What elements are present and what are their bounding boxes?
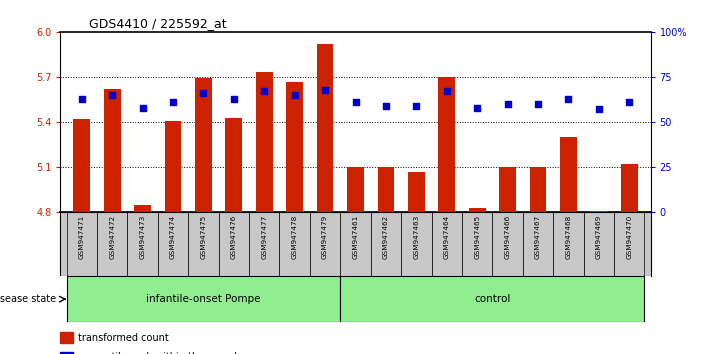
Bar (249, 212, 279, 276)
Bar (591, 211, 607, 212)
Text: GSM947471: GSM947471 (79, 214, 85, 258)
Point (411, 103, 422, 109)
Bar (621, 164, 638, 212)
Text: infantile-onset Pompe: infantile-onset Pompe (146, 294, 261, 304)
Text: GSM947479: GSM947479 (322, 214, 328, 258)
Text: GSM947465: GSM947465 (474, 214, 480, 258)
Text: percentile rank within the sample: percentile rank within the sample (78, 352, 243, 354)
Bar (195, 79, 212, 212)
Text: GDS4410 / 225592_at: GDS4410 / 225592_at (89, 17, 227, 30)
Bar (256, 73, 272, 212)
Text: GSM947469: GSM947469 (596, 214, 602, 258)
Point (289, 92, 300, 98)
Bar (408, 172, 424, 212)
Text: GSM947466: GSM947466 (505, 214, 510, 258)
Bar (469, 208, 486, 212)
Bar (341, 212, 370, 276)
Bar (432, 212, 462, 276)
Point (441, 88, 452, 94)
Point (502, 101, 513, 107)
Bar (127, 212, 158, 276)
Text: GSM947476: GSM947476 (231, 214, 237, 258)
Bar (97, 212, 127, 276)
Bar (287, 81, 303, 212)
Point (259, 88, 270, 94)
Point (137, 105, 149, 110)
Point (624, 99, 635, 105)
Bar (614, 212, 644, 276)
Point (76, 96, 87, 102)
Text: GSM947468: GSM947468 (565, 214, 572, 258)
Text: GSM947474: GSM947474 (170, 214, 176, 258)
Point (471, 105, 483, 110)
Point (380, 103, 392, 109)
Bar (134, 205, 151, 212)
Bar (560, 137, 577, 212)
Text: GSM947464: GSM947464 (444, 214, 450, 258)
Bar (584, 212, 614, 276)
Bar (104, 89, 120, 212)
Text: GSM947461: GSM947461 (353, 214, 358, 258)
Point (107, 92, 118, 98)
Bar (499, 167, 516, 212)
Bar (553, 212, 584, 276)
Text: GSM947473: GSM947473 (139, 214, 146, 258)
Point (562, 96, 574, 102)
Text: GSM947462: GSM947462 (383, 214, 389, 258)
Text: GSM947477: GSM947477 (261, 214, 267, 258)
Bar (67, 212, 97, 276)
Bar (73, 119, 90, 212)
Text: transformed count: transformed count (78, 333, 169, 343)
Bar (530, 167, 546, 212)
Text: GSM947475: GSM947475 (201, 214, 206, 258)
Bar (462, 212, 493, 276)
Text: GSM947470: GSM947470 (626, 214, 632, 258)
Bar (310, 212, 341, 276)
Bar (347, 167, 364, 212)
Bar (341, 276, 644, 322)
Bar (188, 212, 218, 276)
Bar (493, 212, 523, 276)
Text: GSM947472: GSM947472 (109, 214, 115, 258)
Bar (67, 276, 341, 322)
Point (533, 101, 544, 107)
Bar (165, 121, 181, 212)
Point (167, 99, 178, 105)
Text: control: control (474, 294, 510, 304)
Point (350, 99, 361, 105)
Bar (439, 77, 455, 212)
Bar (225, 118, 242, 212)
Bar (158, 212, 188, 276)
Bar (218, 212, 249, 276)
Bar (523, 212, 553, 276)
Bar (378, 167, 395, 212)
Point (198, 90, 209, 96)
Point (228, 96, 240, 102)
Bar (316, 44, 333, 212)
Text: GSM947478: GSM947478 (292, 214, 298, 258)
Bar (370, 212, 401, 276)
Text: disease state: disease state (0, 294, 56, 304)
Text: GSM947467: GSM947467 (535, 214, 541, 258)
Point (319, 87, 331, 92)
Bar (401, 212, 432, 276)
Bar (279, 212, 310, 276)
Point (593, 107, 604, 112)
Text: GSM947463: GSM947463 (413, 214, 419, 258)
